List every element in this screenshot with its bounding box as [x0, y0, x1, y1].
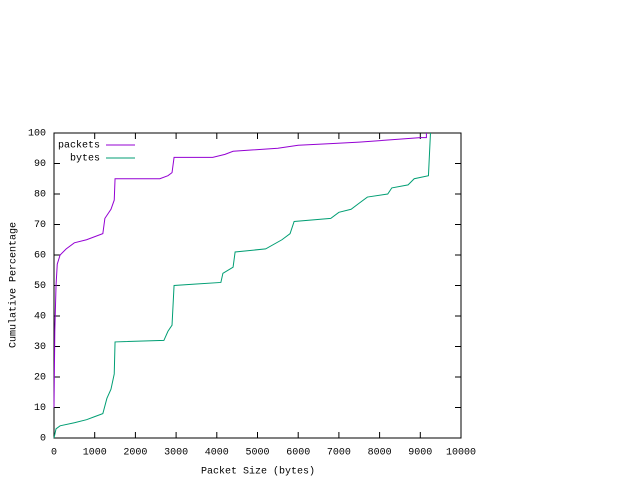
- y-tick-label: 80: [34, 190, 46, 201]
- y-tick-label: 0: [40, 434, 46, 445]
- series-line: [53, 133, 427, 408]
- y-tick-label: 10: [34, 403, 46, 414]
- x-tick-label: 3000: [164, 448, 188, 459]
- y-tick-label: 40: [34, 312, 46, 323]
- y-tick-label: 50: [34, 281, 46, 292]
- x-tick-label: 6000: [286, 448, 310, 459]
- y-tick-label: 100: [28, 129, 46, 140]
- x-axis-label: Packet Size (bytes): [201, 466, 315, 478]
- legend-label: packets: [58, 140, 100, 152]
- y-tick-label: 30: [34, 342, 46, 353]
- x-tick-label: 0: [51, 448, 57, 459]
- x-tick-label: 1000: [83, 448, 107, 459]
- x-tick-label: 8000: [368, 448, 392, 459]
- x-tick-label: 9000: [408, 448, 432, 459]
- x-tick-label: 4000: [205, 448, 229, 459]
- y-tick-label: 20: [34, 373, 46, 384]
- y-axis-label: Cumulative Percentage: [8, 222, 20, 348]
- series-line: [53, 132, 431, 439]
- y-tick-label: 70: [34, 220, 46, 231]
- legend-label: bytes: [70, 153, 100, 165]
- y-tick-label: 60: [34, 251, 46, 262]
- x-tick-label: 10000: [446, 448, 476, 459]
- x-tick-label: 2000: [123, 448, 147, 459]
- y-tick-label: 90: [34, 159, 46, 170]
- x-tick-label: 5000: [245, 448, 269, 459]
- x-tick-label: 7000: [327, 448, 351, 459]
